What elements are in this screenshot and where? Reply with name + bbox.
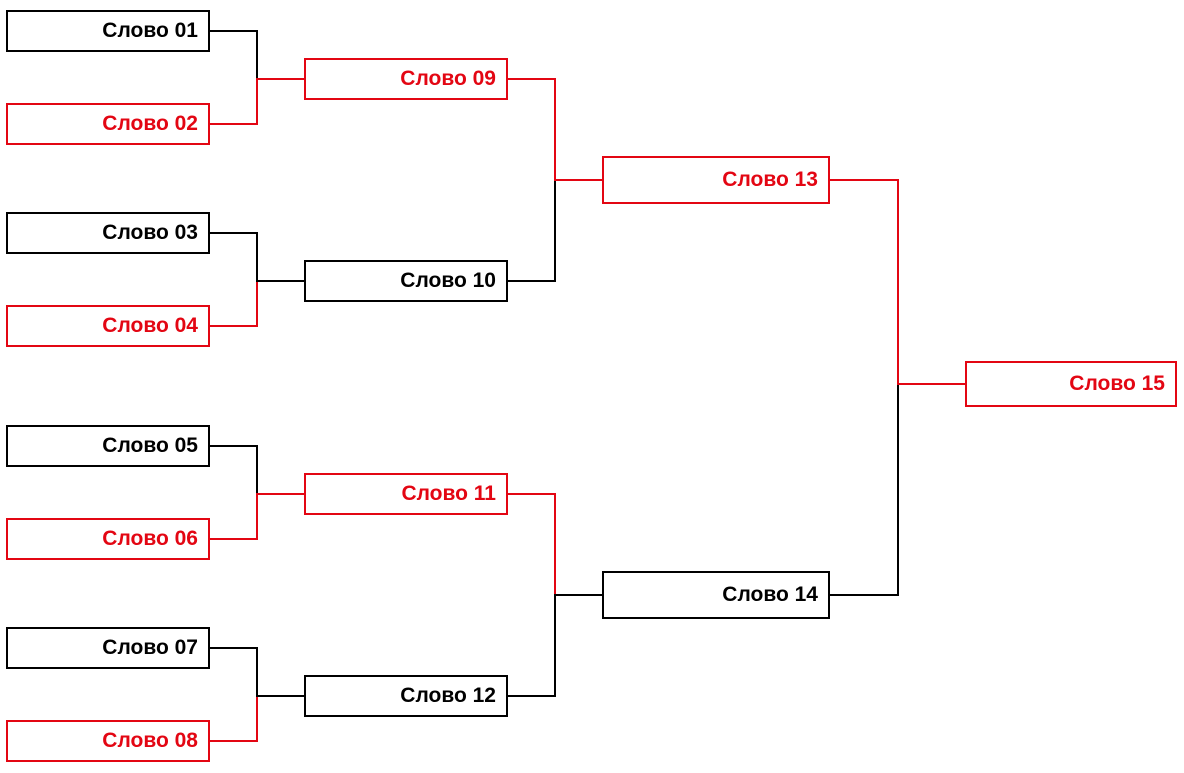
bracket-canvas: Слово 01 Слово 02 Слово 03 Слово 04 Слово 05… <box>0 0 1184 773</box>
bracket-node-n14: Слово 14 <box>602 571 830 619</box>
bracket-node-label: Слово 15 <box>1069 372 1165 396</box>
bracket-node-n11: Слово 11 <box>304 473 508 515</box>
bracket-node-n08: Слово 08 <box>6 720 210 762</box>
bracket-node-label: Слово 08 <box>102 729 198 753</box>
bracket-node-n04: Слово 04 <box>6 305 210 347</box>
bracket-node-label: Слово 13 <box>722 168 818 192</box>
bracket-node-label: Слово 01 <box>102 19 198 43</box>
bracket-node-label: Слово 06 <box>102 527 198 551</box>
bracket-node-label: Слово 05 <box>102 434 198 458</box>
bracket-node-label: Слово 11 <box>401 482 496 506</box>
bracket-node-label: Слово 10 <box>400 269 496 293</box>
bracket-node-label: Слово 12 <box>400 684 496 708</box>
bracket-node-n07: Слово 07 <box>6 627 210 669</box>
bracket-node-n01: Слово 01 <box>6 10 210 52</box>
bracket-node-label: Слово 07 <box>102 636 198 660</box>
bracket-node-n02: Слово 02 <box>6 103 210 145</box>
bracket-node-n10: Слово 10 <box>304 260 508 302</box>
bracket-node-label: Слово 02 <box>102 112 198 136</box>
bracket-node-n06: Слово 06 <box>6 518 210 560</box>
bracket-node-n12: Слово 12 <box>304 675 508 717</box>
bracket-node-label: Слово 09 <box>400 67 496 91</box>
bracket-node-label: Слово 14 <box>722 583 818 607</box>
bracket-node-n13: Слово 13 <box>602 156 830 204</box>
bracket-node-n15: Слово 15 <box>965 361 1177 407</box>
bracket-node-n03: Слово 03 <box>6 212 210 254</box>
bracket-node-label: Слово 04 <box>102 314 198 338</box>
bracket-node-n09: Слово 09 <box>304 58 508 100</box>
bracket-node-label: Слово 03 <box>102 221 198 245</box>
bracket-node-n05: Слово 05 <box>6 425 210 467</box>
